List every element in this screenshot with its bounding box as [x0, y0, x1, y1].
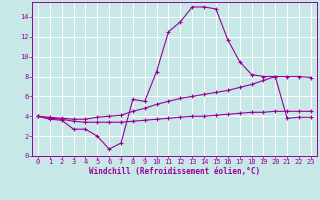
X-axis label: Windchill (Refroidissement éolien,°C): Windchill (Refroidissement éolien,°C) — [89, 167, 260, 176]
